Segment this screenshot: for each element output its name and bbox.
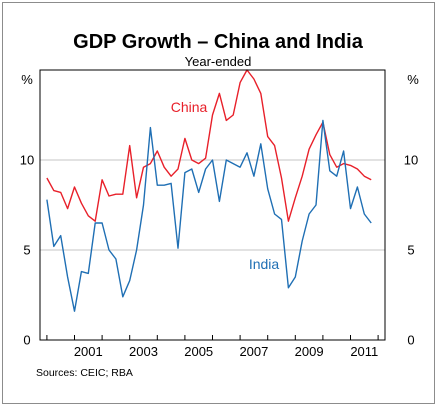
y-tick-label-left: 5 [23, 243, 30, 258]
y-tick-label-left: 0 [23, 333, 30, 348]
axis-layer: 0 0 5 5 10 10 2001 2003 2005 2007 2009 2011 [20, 153, 418, 360]
chart-source: Sources: CEIC; RBA [36, 367, 133, 379]
x-tick-label: 2003 [129, 344, 158, 359]
y-unit-left: % [21, 72, 33, 87]
series-line-china [46, 69, 372, 222]
chart-subtitle: Year-ended [185, 54, 252, 69]
y-tick-label-right: 5 [407, 243, 414, 258]
x-tick-label: 2005 [184, 344, 213, 359]
y-unit-right: % [407, 72, 419, 87]
x-tick-label: 2011 [350, 344, 378, 359]
x-tick-label: 2001 [74, 344, 103, 359]
series-line-india [46, 119, 372, 312]
x-tick-label: 2007 [239, 344, 268, 359]
series-label-india: India [249, 256, 280, 272]
y-tick-label-right: 0 [407, 333, 414, 348]
chart-title: GDP Growth – China and India [73, 31, 364, 53]
series-label-china: China [171, 99, 208, 115]
y-tick-label-right: 10 [404, 153, 418, 168]
x-tick-label: 2009 [295, 344, 324, 359]
y-tick-label-left: 10 [20, 153, 34, 168]
chart: GDP Growth – China and India Year-ended … [20, 31, 419, 379]
plot-border [39, 69, 386, 341]
series-layer [46, 69, 372, 312]
